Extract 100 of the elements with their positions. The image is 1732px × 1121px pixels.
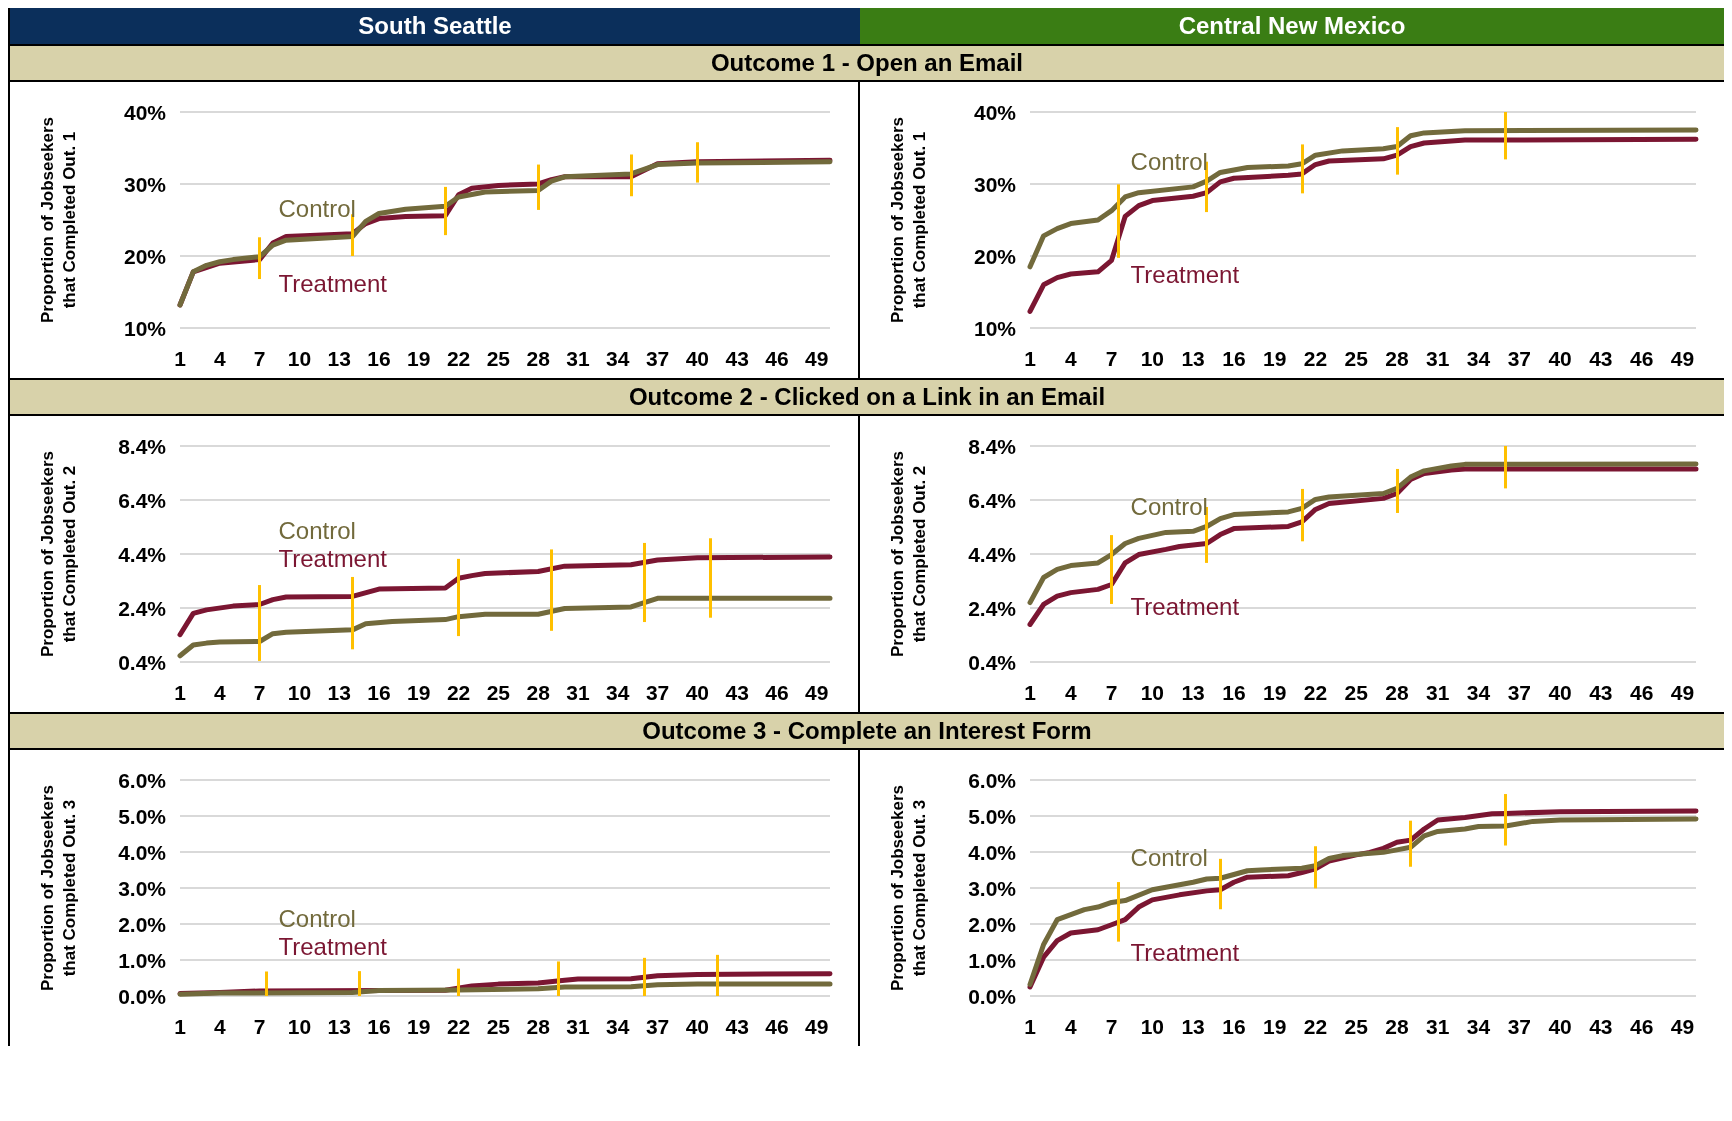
x-tick-label: 31 (1426, 347, 1450, 370)
y-tick-label: 10% (123, 316, 167, 340)
y-tick-label: 5.0% (968, 804, 1017, 828)
y-tick-label: 3.0% (968, 876, 1017, 900)
x-tick-label: 19 (1262, 681, 1287, 704)
x-tick-label: 1 (1024, 681, 1037, 704)
x-tick-label: 13 (1181, 347, 1205, 370)
chart-subtitle: Outcome 3 - Complete an Interest Form (10, 712, 1724, 750)
y-tick-label: 2.0% (968, 912, 1017, 936)
x-tick-label: 16 (367, 347, 391, 370)
x-tick-label: 16 (1222, 1015, 1246, 1038)
y-tick-label: 4.4% (968, 542, 1017, 566)
x-tick-label: 31 (566, 1015, 590, 1038)
x-tick-label: 22 (446, 1015, 471, 1038)
x-tick-label: 10 (287, 1015, 312, 1038)
y-tick-label: 4.0% (118, 840, 167, 864)
x-tick-label: 31 (566, 681, 590, 704)
x-tick-label: 7 (253, 1015, 266, 1038)
x-tick-label: 25 (1344, 347, 1369, 370)
y-axis-title: Proportion of Jobseekers that Completed Out. 1 (887, 117, 929, 323)
x-tick-label: 19 (1262, 347, 1287, 370)
y-tick-label: 0.4% (968, 650, 1017, 674)
x-tick-label: 16 (1222, 347, 1246, 370)
x-tick-label: 16 (367, 681, 391, 704)
x-tick-label: 22 (1303, 347, 1328, 370)
x-tick-label: 43 (1589, 681, 1613, 704)
y-tick-label: 20% (123, 244, 167, 268)
x-tick-label: 22 (1303, 681, 1328, 704)
x-tick-label: 28 (526, 1015, 551, 1038)
y-tick-label: 6.0% (118, 768, 167, 792)
x-tick-label: 40 (1548, 681, 1572, 704)
x-tick-label: 25 (1344, 681, 1369, 704)
series-label: Control (1130, 492, 1208, 520)
series-label: Treatment (1130, 260, 1240, 288)
y-tick-label: 2.4% (968, 596, 1017, 620)
y-tick-label: 8.4% (118, 434, 167, 458)
series-label: Control (1130, 844, 1208, 872)
x-tick-label: 37 (645, 347, 670, 370)
series-label: Control (1130, 148, 1208, 176)
x-tick-label: 49 (1670, 347, 1695, 370)
y-tick-label: 40% (973, 100, 1017, 124)
x-tick-label: 13 (327, 347, 351, 370)
chart-subtitle: Outcome 1 - Open an Email (10, 44, 1724, 82)
x-tick-label: 7 (253, 681, 266, 704)
x-tick-label: 16 (1222, 681, 1246, 704)
x-tick-label: 40 (685, 347, 710, 370)
y-tick-label: 6.0% (968, 768, 1017, 792)
x-tick-label: 49 (805, 347, 829, 370)
x-tick-label: 4 (213, 1015, 226, 1038)
x-tick-label: 40 (685, 681, 710, 704)
x-tick-label: 10 (287, 681, 312, 704)
x-tick-label: 37 (645, 1015, 670, 1038)
x-tick-label: 46 (765, 347, 789, 370)
x-tick-label: 34 (606, 1015, 630, 1038)
x-tick-label: 13 (1181, 1015, 1205, 1038)
x-tick-label: 37 (1507, 681, 1531, 704)
x-tick-label: 7 (253, 347, 266, 370)
y-tick-label: 2.4% (118, 596, 167, 620)
x-tick-label: 25 (486, 681, 511, 704)
x-tick-label: 43 (1589, 1015, 1613, 1038)
x-tick-label: 1 (1024, 1015, 1037, 1038)
y-axis-title: Proportion of Jobseekers that Completed Out. 1 (37, 117, 79, 323)
x-tick-label: 28 (1385, 681, 1409, 704)
x-tick-label: 19 (407, 347, 431, 370)
x-tick-label: 46 (1629, 347, 1654, 370)
x-tick-label: 10 (1140, 681, 1165, 704)
x-tick-label: 10 (1140, 347, 1165, 370)
x-tick-label: 31 (1426, 1015, 1450, 1038)
y-tick-label: 3.0% (118, 876, 167, 900)
y-tick-label: 1.0% (118, 948, 167, 972)
x-tick-label: 31 (566, 347, 590, 370)
x-tick-label: 34 (1466, 681, 1491, 704)
x-tick-label: 1 (174, 1015, 187, 1038)
y-tick-label: 30% (973, 172, 1017, 196)
y-tick-label: 0.4% (118, 650, 167, 674)
x-tick-label: 46 (1629, 1015, 1654, 1038)
x-tick-label: 22 (1303, 1015, 1328, 1038)
x-tick-label: 43 (725, 347, 749, 370)
x-tick-label: 43 (725, 681, 749, 704)
x-tick-label: 37 (1507, 347, 1531, 370)
y-axis-title: Proportion of Jobseekers that Completed Out. 2 (37, 451, 79, 657)
x-tick-label: 7 (1105, 347, 1118, 370)
y-tick-label: 10% (973, 316, 1017, 340)
x-tick-label: 4 (1064, 681, 1077, 704)
x-tick-label: 22 (446, 347, 471, 370)
series-label: Treatment (278, 933, 388, 961)
x-tick-label: 10 (1140, 1015, 1165, 1038)
y-tick-label: 6.4% (118, 488, 167, 512)
x-tick-label: 7 (1105, 1015, 1118, 1038)
y-tick-label: 30% (123, 172, 167, 196)
y-tick-label: 4.4% (118, 542, 167, 566)
x-tick-label: 4 (1064, 1015, 1077, 1038)
x-tick-label: 40 (1548, 347, 1572, 370)
y-tick-label: 6.4% (968, 488, 1017, 512)
x-tick-label: 46 (765, 1015, 789, 1038)
x-tick-label: 46 (765, 681, 789, 704)
x-tick-label: 46 (1629, 681, 1654, 704)
x-tick-label: 28 (1385, 347, 1409, 370)
x-tick-label: 16 (367, 1015, 391, 1038)
x-tick-label: 34 (1466, 1015, 1491, 1038)
